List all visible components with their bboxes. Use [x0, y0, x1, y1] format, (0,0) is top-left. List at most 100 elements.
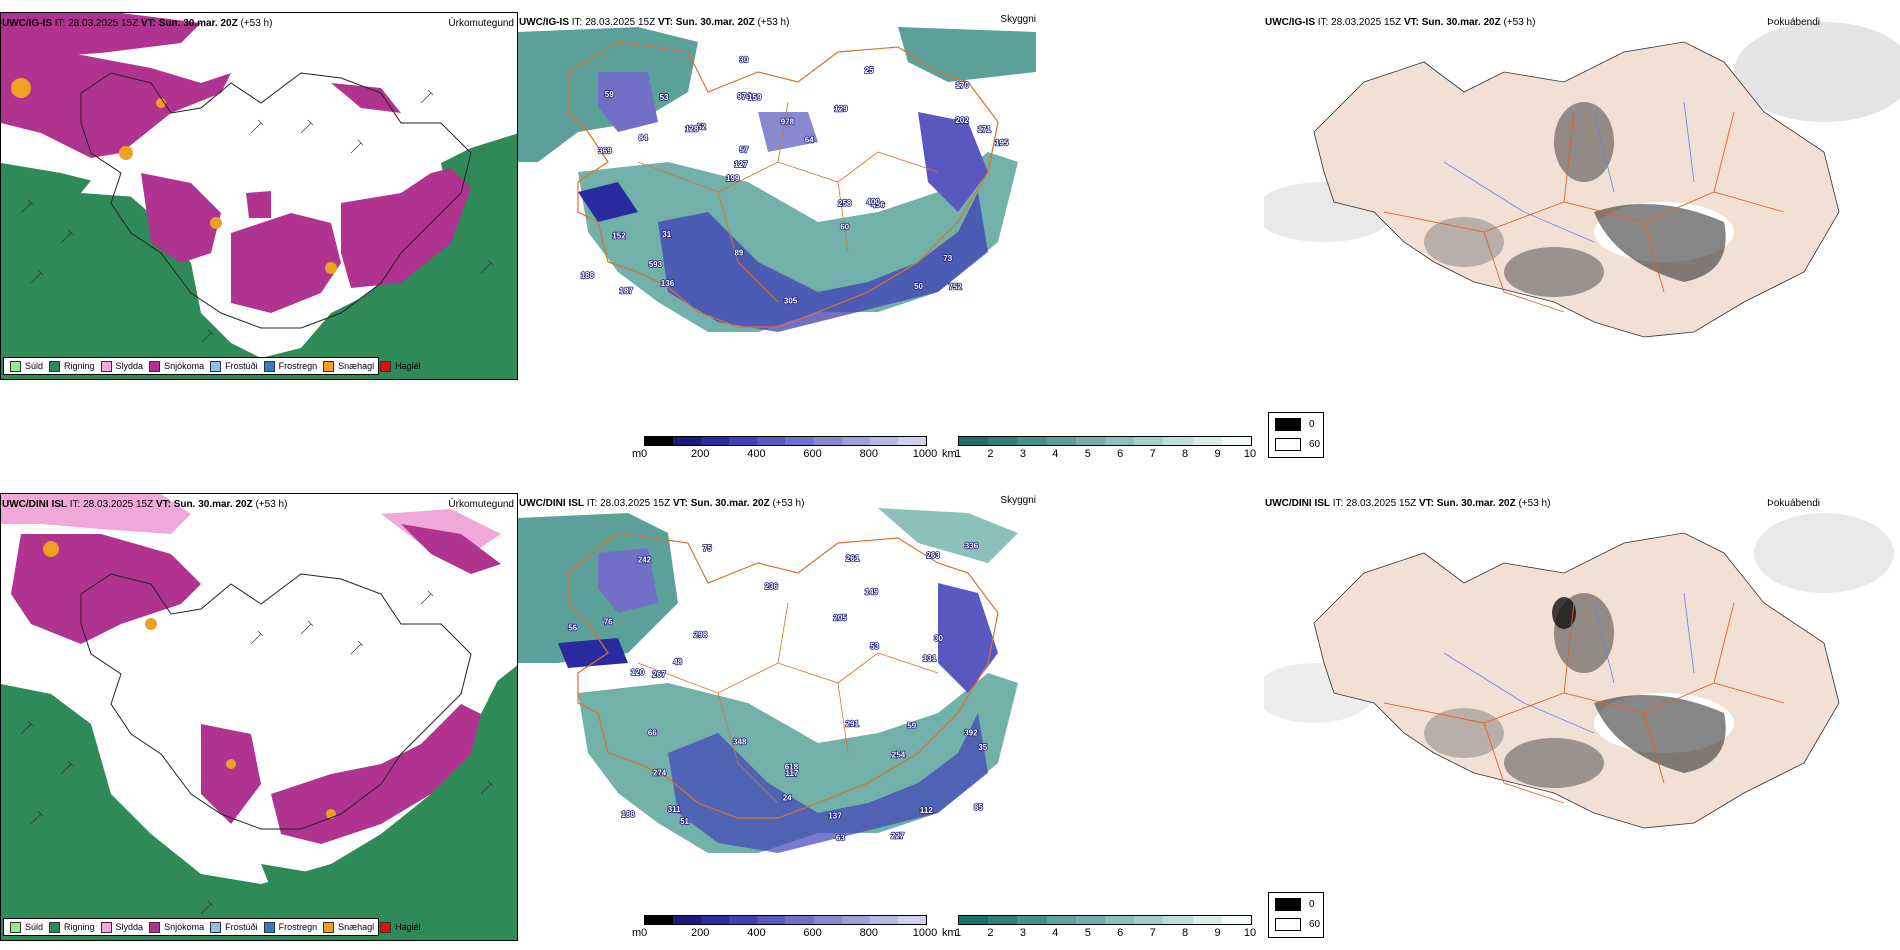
colorbar-segment — [1192, 437, 1222, 445]
legend-swatch — [380, 360, 392, 372]
colorbar-segment — [897, 916, 926, 924]
cloud-base-label: 199 — [726, 174, 740, 183]
colorbar-segment — [645, 437, 674, 445]
legend-label: Snæhagl — [338, 922, 375, 932]
fog-key-swatch — [1275, 918, 1301, 931]
colorbar-tick: 4 — [1052, 927, 1059, 939]
colorbar-segment — [813, 437, 842, 445]
cloud-base-label: 59 — [907, 721, 916, 730]
colorbar-segment — [841, 916, 870, 924]
legend-item-2: Slydda — [100, 921, 144, 933]
cloud-base-label: 261 — [846, 554, 860, 563]
colorbar-tick: 7 — [1149, 448, 1156, 460]
legend-label: Haglél — [395, 922, 421, 932]
colorbar-segment — [1134, 916, 1164, 924]
fog-key-row: 0 — [1275, 898, 1315, 911]
fog-key-label: 0 — [1309, 419, 1315, 430]
colorbar-segment — [1163, 437, 1193, 445]
cloud-base-label: 267 — [652, 670, 666, 679]
cloud-base-label: 188 — [581, 271, 595, 280]
colorbar-tick: 7 — [1149, 927, 1156, 939]
visibility-colorbar-row2: km 1 2 3 4 5 6 7 8 9 10 — [942, 915, 1262, 943]
cloud-base-label: 127 — [734, 160, 748, 169]
colorbar-segment — [869, 916, 898, 924]
legend-swatch — [380, 921, 392, 933]
cloud-title-row1: Skyggni — [1000, 14, 1036, 25]
colorbar-strip — [644, 436, 927, 446]
fog-key-label: 60 — [1309, 439, 1321, 450]
cloud-base-label: 60 — [840, 222, 849, 231]
colorbar-segment — [959, 437, 989, 445]
legend-item-3: Snjókoma — [149, 360, 204, 372]
cloud-base-label: 89 — [734, 248, 743, 257]
colorbar-tick: 10 — [1243, 448, 1257, 460]
legend-label: Slydda — [115, 922, 144, 932]
legend-label: Súld — [25, 361, 44, 371]
colorbar-tick: 1 — [954, 927, 962, 939]
legend-label: Snjókoma — [164, 922, 205, 932]
cloud-base-label: 254 — [892, 750, 906, 759]
cloud-base-label: 392 — [964, 729, 978, 738]
colorbar-segment — [1046, 916, 1076, 924]
legend-item-3: Snjókoma — [149, 921, 205, 933]
precip-panel-row2: UWC/DINI ISL IT: 28.03.2025 15Z VT: Sun.… — [0, 493, 518, 941]
cloud-base-label: 117 — [786, 769, 799, 778]
colorbar-segment — [1017, 916, 1047, 924]
colorbar-tick: 10 — [1243, 927, 1257, 939]
cloud-base-label: 152 — [612, 232, 626, 241]
cloud-base-label: 120 — [631, 668, 645, 677]
colorbar-tick: 1000 — [912, 448, 938, 460]
cloud-base-label: 31 — [662, 230, 671, 239]
cloud-base-label: 188 — [622, 810, 636, 819]
legend-label: Frostúði — [225, 922, 258, 932]
fog-key-label: 0 — [1309, 899, 1315, 910]
cloud-base-label: 51 — [680, 817, 689, 826]
colorbar-tick: 800 — [859, 927, 878, 939]
visibility-colorbar-row1: km 1 2 3 4 5 6 7 8 9 10 — [942, 436, 1262, 464]
cloud-map-row2: 392 227 117 188 618 298 75 149 63 131 291 263 56 53 51… — [518, 493, 1036, 913]
fog-key-swatch — [1275, 898, 1301, 911]
colorbar-tick: 6 — [1117, 927, 1124, 939]
cloud-base-label: 227 — [891, 831, 905, 840]
fog-map-row2 — [1264, 493, 1900, 913]
legend-item-0: Súld — [10, 921, 44, 933]
cloud-base-label: 263 — [926, 551, 940, 560]
legend-swatch — [100, 360, 112, 372]
colorbar-tick: 0 — [640, 448, 648, 460]
legend-item-0: Súld — [10, 360, 44, 372]
legend-swatch — [10, 360, 21, 372]
colorbar-segment — [897, 437, 926, 445]
cloud-base-label: 291 — [846, 720, 860, 729]
colorbar-tick: 600 — [803, 448, 822, 460]
legend-label: Rigning — [64, 361, 95, 371]
legend-swatch — [323, 921, 335, 933]
cloud-base-label: 50 — [914, 282, 923, 291]
colorbar-segment — [757, 437, 786, 445]
colorbar-segment — [785, 916, 814, 924]
cloud-base-label: 242 — [638, 556, 652, 565]
colorbar-tick: 2 — [987, 927, 994, 939]
colorbar-segment — [785, 437, 814, 445]
cloud-base-label: 63 — [836, 833, 845, 842]
legend-item-2: Slydda — [100, 360, 143, 372]
legend-item-7: Haglél — [380, 921, 421, 933]
colorbar-segment — [813, 916, 842, 924]
precip-header-row2: UWC/DINI ISL IT: 28.03.2025 15Z VT: Sun.… — [2, 499, 288, 510]
colorbar-segment — [869, 437, 898, 445]
colorbar-tick: 200 — [691, 448, 710, 460]
colorbar-segment — [1075, 916, 1106, 924]
colorbar-segment — [1105, 916, 1135, 924]
precip-title-row1: Úrkomutegund — [448, 18, 514, 29]
cloud-base-label: 136 — [661, 279, 675, 288]
cloud-base-label: 336 — [965, 542, 979, 551]
colorbar-segment — [1221, 437, 1252, 445]
fog-title-row2: Þokuábendi — [1767, 498, 1820, 509]
fog-key-label: 60 — [1309, 919, 1321, 930]
height-colorbar-row1: m 0 200 400 600 800 1000 — [632, 436, 937, 464]
cloud-title-row2: Skyggni — [1000, 495, 1036, 506]
fog-key-row: 0 — [1275, 418, 1315, 431]
legend-label: Súld — [25, 922, 44, 932]
fog-key-row2: 0 60 — [1268, 892, 1324, 938]
cloud-base-label: 112 — [920, 806, 933, 815]
cloud-base-label: 137 — [828, 812, 842, 821]
